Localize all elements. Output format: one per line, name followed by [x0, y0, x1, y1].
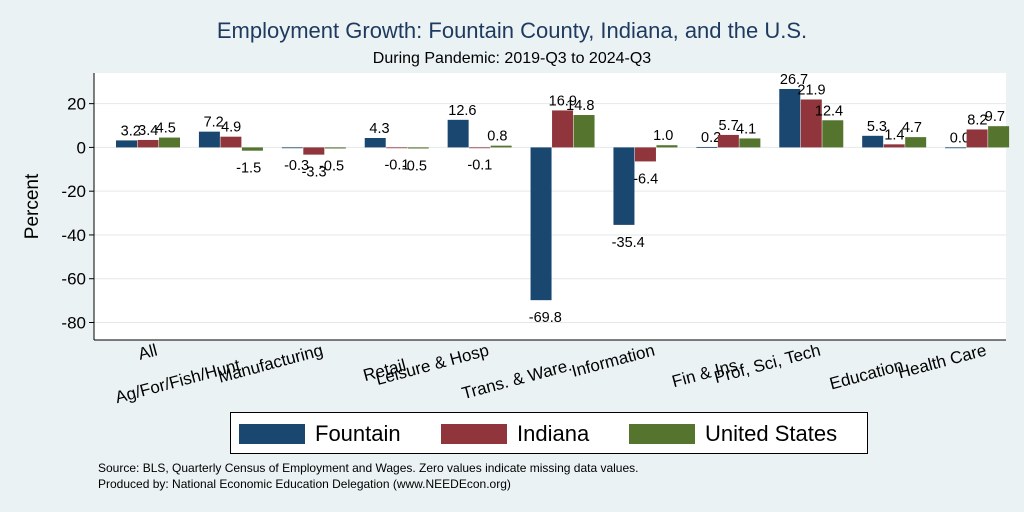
data-label: 21.9 [797, 82, 825, 98]
bar [386, 147, 408, 149]
data-label: 4.1 [736, 121, 756, 137]
data-label: 12.4 [815, 103, 843, 119]
data-label: 8.2 [967, 112, 987, 128]
data-label: 3.2 [121, 123, 141, 139]
bar [116, 140, 137, 148]
y-tick-label: 0 [77, 138, 86, 157]
x-tick-label: Education [828, 356, 906, 394]
y-axis-label: Percent [22, 173, 43, 239]
legend-label-indiana: Indiana [517, 421, 590, 446]
bar [634, 147, 656, 162]
data-label: 7.2 [204, 115, 224, 131]
bar [407, 147, 429, 149]
data-label: 1.4 [884, 127, 904, 143]
legend-swatch-united-states [629, 424, 695, 444]
data-label: 26.7 [780, 72, 808, 88]
x-tick-label: All [136, 341, 159, 364]
x-tick-label: Manufacturing [216, 341, 325, 387]
data-label: -0.5 [402, 159, 427, 175]
data-label: 12.6 [448, 103, 476, 119]
y-tick-label: -60 [61, 270, 86, 289]
data-label: 0.0 [950, 130, 970, 146]
data-label: -0.1 [467, 158, 492, 174]
data-label: 16.9 [549, 93, 577, 109]
data-label: 0.8 [487, 129, 507, 145]
bar [220, 136, 242, 148]
data-label: 4.5 [156, 121, 176, 137]
y-tick-label: -20 [61, 182, 86, 201]
data-label: 5.7 [719, 118, 739, 134]
bar [800, 99, 822, 148]
chart-subtitle: During Pandemic: 2019-Q3 to 2024-Q3 [372, 50, 652, 67]
bar [862, 135, 884, 148]
data-label: -3.3 [302, 165, 327, 181]
data-label: -0.5 [319, 159, 344, 175]
bar [303, 147, 325, 155]
data-label: 9.7 [985, 109, 1005, 125]
data-label: -6.4 [633, 171, 658, 187]
bar [241, 147, 263, 151]
bar [822, 120, 844, 148]
data-label: 0.2 [701, 130, 721, 146]
bar [469, 147, 491, 149]
bar [281, 147, 303, 149]
bar [905, 137, 927, 148]
x-tick-label: Trans. & Ware. [460, 356, 574, 404]
data-label: 4.9 [221, 120, 241, 136]
data-label: -1.5 [236, 161, 261, 177]
chart-title: Employment Growth: Fountain County, Indi… [216, 18, 808, 43]
data-label: 14.8 [566, 98, 594, 114]
bar [945, 147, 967, 149]
bar [717, 134, 739, 148]
legend-swatch-fountain [239, 424, 305, 444]
data-label: -69.8 [529, 310, 562, 326]
data-label: -35.4 [612, 235, 645, 251]
chart-legend: Fountain Indiana United States [230, 412, 868, 454]
bar [490, 145, 512, 148]
data-label: 3.4 [138, 123, 158, 139]
bar [198, 131, 220, 148]
bar [137, 139, 159, 148]
producer-note: Produced by: National Economic Education… [98, 477, 511, 491]
y-tick-label: 20 [67, 95, 86, 114]
legend-label-united-states: United States [705, 421, 838, 446]
data-label: 1.0 [653, 128, 673, 144]
x-tick-label: Health Care [896, 341, 989, 383]
data-label: 4.3 [369, 121, 389, 137]
y-tick-label: -40 [61, 226, 86, 245]
bar [159, 137, 180, 148]
bar [364, 137, 386, 148]
bar [324, 147, 346, 149]
y-tick-label: -80 [61, 313, 86, 332]
data-label: -0.1 [384, 158, 409, 174]
bar [966, 129, 988, 148]
bar [530, 147, 552, 301]
bar [988, 126, 1010, 148]
bar [739, 138, 761, 148]
data-label: 4.7 [902, 120, 922, 136]
x-tick-label: Information [570, 341, 657, 381]
bar [613, 147, 635, 225]
bar [573, 115, 595, 148]
legend-label-fountain: Fountain [315, 421, 401, 446]
data-label: -0.3 [284, 158, 309, 174]
bar [656, 145, 678, 148]
bar [883, 144, 905, 148]
source-note: Source: BLS, Quarterly Census of Employm… [98, 461, 639, 475]
bar [552, 110, 574, 148]
legend-swatch-indiana [441, 424, 507, 444]
bar [447, 119, 469, 148]
bar [696, 146, 718, 148]
x-tick-label: Prof, Sci, Tech [712, 341, 822, 388]
bar [779, 88, 801, 148]
data-label: 5.3 [867, 119, 887, 135]
